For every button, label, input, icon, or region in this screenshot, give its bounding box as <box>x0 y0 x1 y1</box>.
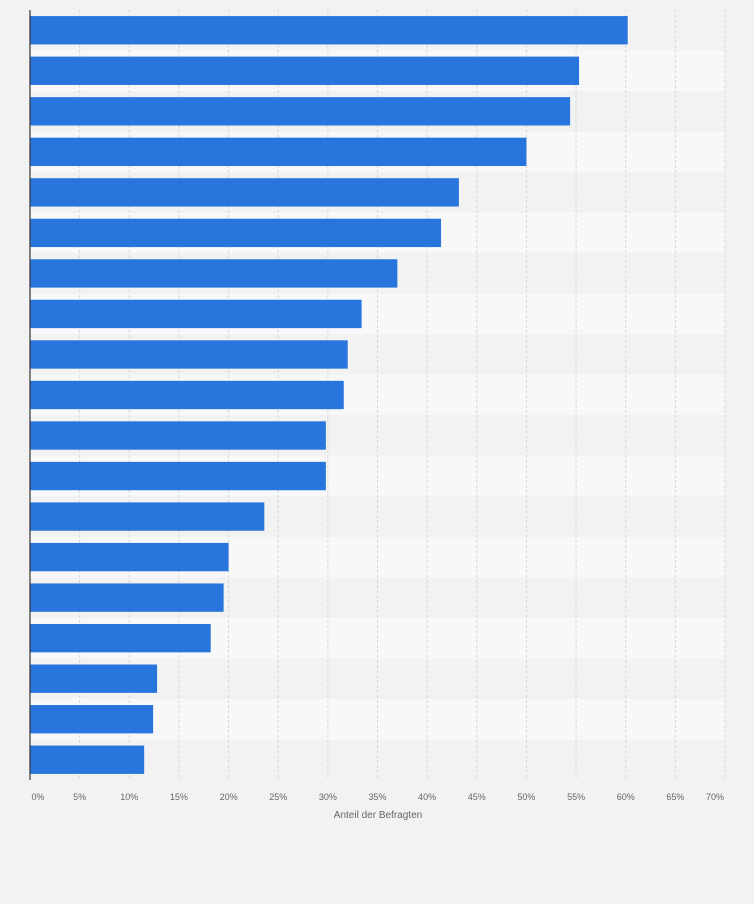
bar[interactable] <box>30 299 362 329</box>
x-tick-label: 0% <box>31 792 44 802</box>
x-tick-label: 70% <box>706 792 724 802</box>
bar[interactable] <box>30 380 344 410</box>
x-tick-label: 45% <box>468 792 486 802</box>
x-tick-label: 10% <box>120 792 138 802</box>
bar[interactable] <box>30 583 224 612</box>
bar[interactable] <box>30 542 229 572</box>
bar[interactable] <box>30 56 580 85</box>
x-tick-label: 5% <box>73 792 86 802</box>
bar[interactable] <box>30 340 348 369</box>
x-tick-label: 60% <box>617 792 635 802</box>
bar[interactable] <box>30 259 398 288</box>
bar[interactable] <box>30 16 628 45</box>
x-tick-label: 25% <box>269 792 287 802</box>
x-tick-label: 65% <box>666 792 684 802</box>
bar[interactable] <box>30 218 442 248</box>
bar[interactable] <box>30 664 158 693</box>
x-axis-ticks: 0% 5% 10% 15% 20% 25% 30% 35% 40% 45% 50% 55% 60% 65%… <box>31 792 724 802</box>
bar[interactable] <box>30 745 145 774</box>
bar[interactable] <box>30 461 326 491</box>
x-tick-label: 50% <box>517 792 535 802</box>
bar[interactable] <box>30 178 459 207</box>
x-tick-label: 15% <box>170 792 188 802</box>
bar[interactable] <box>30 137 527 167</box>
x-tick-label: 40% <box>418 792 436 802</box>
x-tick-label: 35% <box>368 792 386 802</box>
bars <box>30 16 628 774</box>
x-tick-label: 30% <box>319 792 337 802</box>
x-axis-label: Anteil der Befragten <box>334 810 422 821</box>
bar[interactable] <box>30 502 265 531</box>
x-tick-label: 55% <box>567 792 585 802</box>
bar[interactable] <box>30 705 154 734</box>
bar[interactable] <box>30 623 211 653</box>
bar[interactable] <box>30 97 571 126</box>
x-tick-label: 20% <box>220 792 238 802</box>
bar[interactable] <box>30 421 326 450</box>
